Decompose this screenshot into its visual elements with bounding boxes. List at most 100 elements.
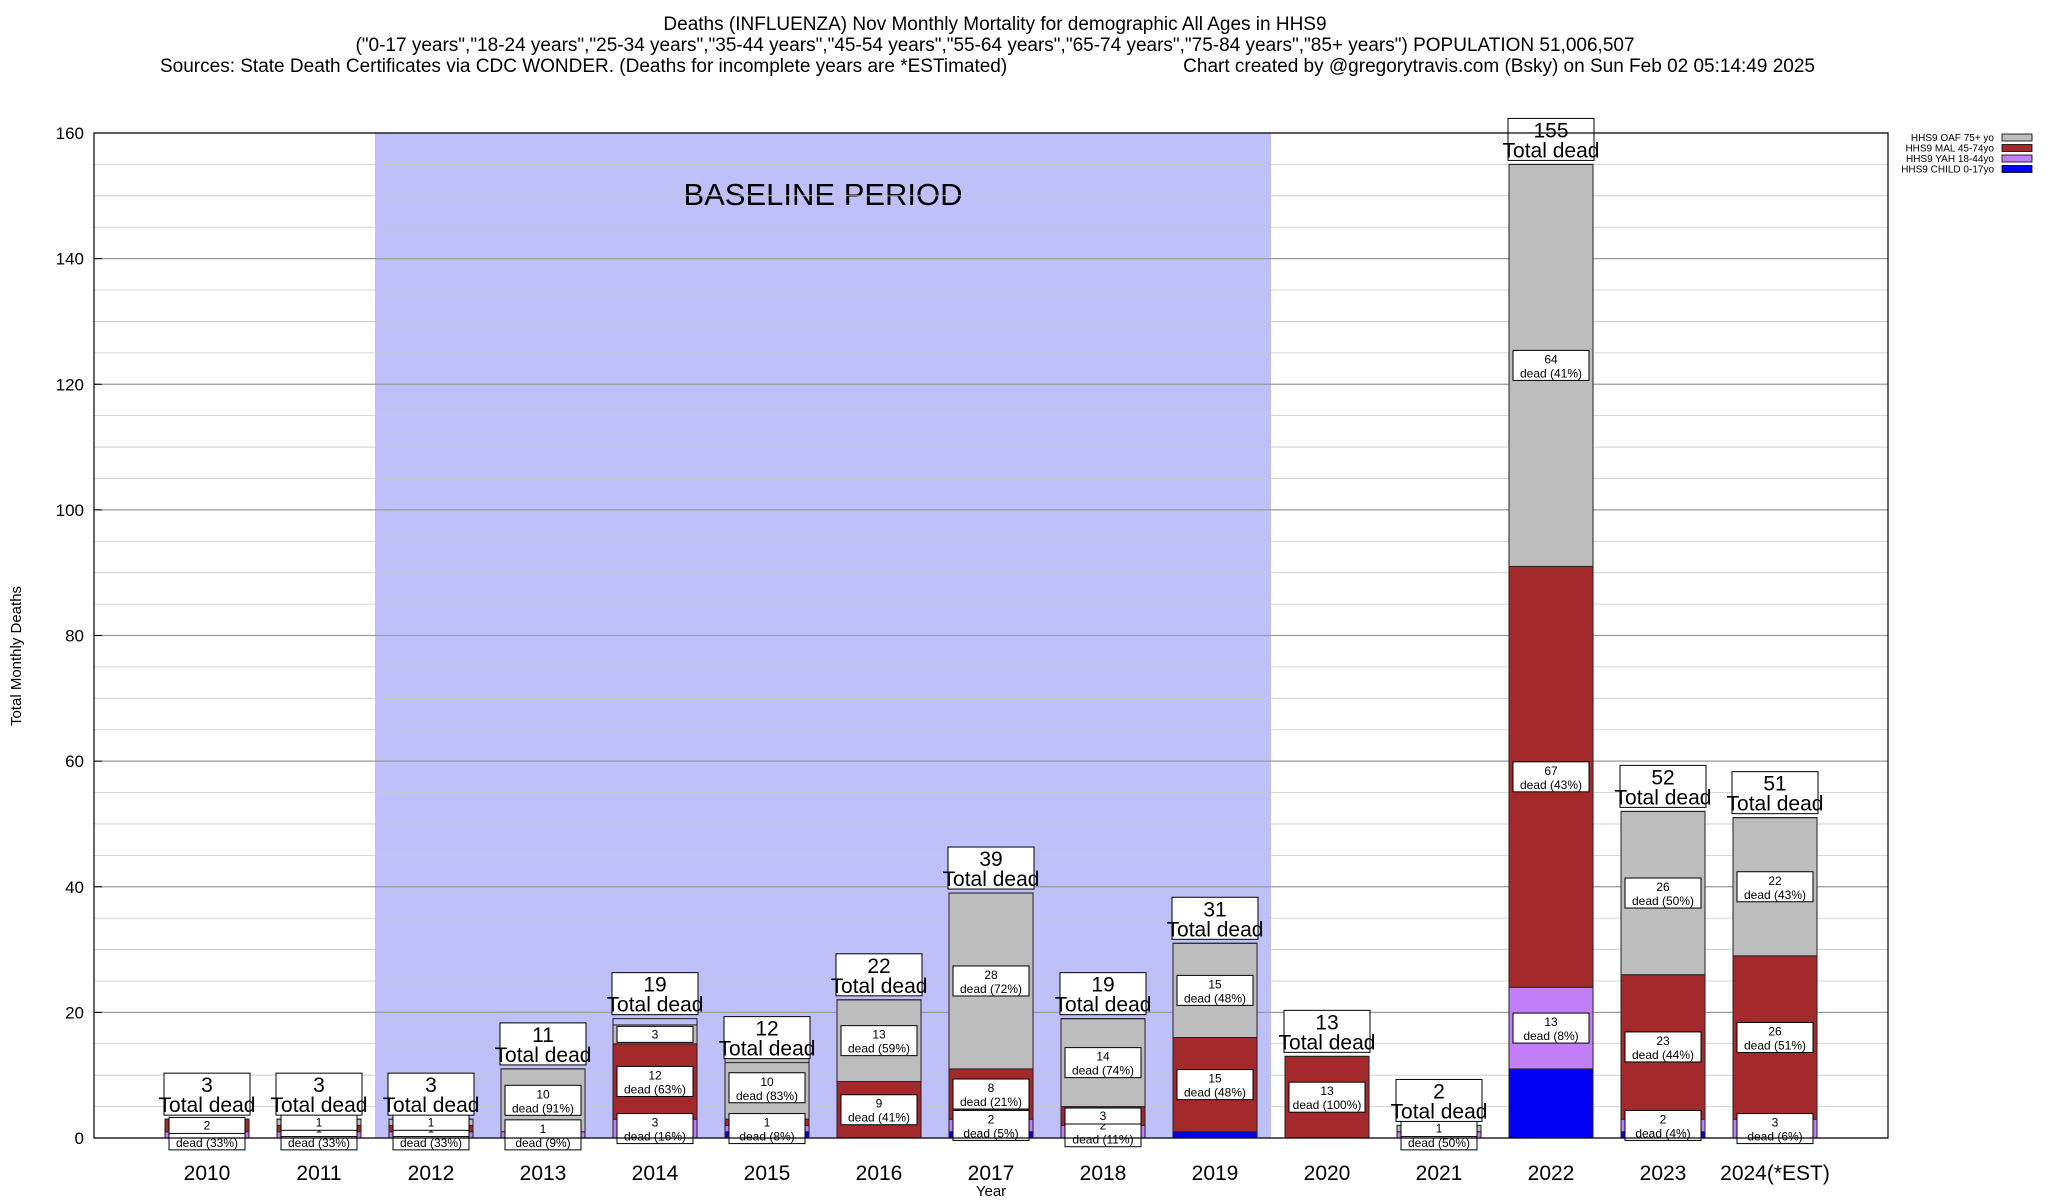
legend-entry-label: HHS9 YAH 18-44yo: [1906, 154, 1994, 165]
segment-count: 9: [876, 1097, 883, 1111]
segment-label-box: [616, 1065, 694, 1097]
legend-swatch: [2001, 133, 2033, 142]
segment-label-box: [952, 1078, 1030, 1110]
segment-percent: dead (91%): [512, 1101, 574, 1115]
x-axis-label: Year: [976, 1183, 1006, 1200]
y-tick-label: 40: [65, 878, 84, 897]
segment-percent: dead (100%): [1293, 1098, 1362, 1112]
segment-percent: dead (5%): [963, 1126, 1018, 1140]
segment-percent: dead (43%): [1520, 778, 1582, 792]
segment-label: 2: [168, 1116, 246, 1134]
segment-percent: dead (51%): [1744, 1039, 1806, 1053]
total-count: 13: [1315, 1011, 1338, 1034]
x-tick-label: 2020: [1304, 1162, 1351, 1185]
total-text: Total dead: [1615, 786, 1712, 809]
segment-count: 1: [428, 1115, 435, 1129]
x-tick-label: 2012: [408, 1162, 455, 1185]
segment-percent: dead (8%): [1523, 1029, 1578, 1043]
x-tick-label: 2019: [1192, 1162, 1239, 1185]
total-label-box: [835, 953, 923, 997]
total-label-box: [1619, 764, 1707, 808]
y-tick-label: 80: [65, 627, 84, 646]
segment-percent: dead (21%): [960, 1095, 1022, 1109]
segment-count: 26: [1656, 880, 1670, 894]
segment-count: 2: [204, 1118, 211, 1132]
segment-label-box: [1288, 1081, 1366, 1113]
y-tick-label: 120: [56, 375, 84, 394]
total-label-box: [1059, 972, 1147, 1016]
segment-percent: dead (41%): [1520, 366, 1582, 380]
legend-swatch: [2001, 165, 2033, 173]
segment-count: 1: [540, 1122, 547, 1136]
segment-label-box: [1064, 1107, 1142, 1125]
segment-percent: dead (33%): [400, 1136, 462, 1150]
segment-label-box: [840, 1094, 918, 1126]
legend-entry-label: HHS9 CHILD 0-17yo: [1901, 165, 1994, 176]
y-tick-label: 160: [56, 124, 84, 143]
segment-label-box: [1736, 1022, 1814, 1053]
total-text: Total dead: [1727, 793, 1824, 816]
total-text: Total dead: [607, 994, 704, 1017]
segment-count: 64: [1544, 352, 1558, 366]
legend-swatch: [2001, 144, 2033, 152]
total-label-box: [1731, 771, 1819, 815]
x-tick-label: 2021: [1416, 1162, 1463, 1185]
total-count: 2: [1433, 1080, 1445, 1103]
segment-count: 2: [1100, 1119, 1107, 1133]
segment-label-box: [1176, 974, 1254, 1006]
total-text: Total dead: [943, 868, 1040, 891]
segment-count: 67: [1544, 764, 1558, 778]
segment-count: 14: [1096, 1050, 1110, 1064]
total-count: 31: [1203, 898, 1226, 921]
y-tick-label: 0: [75, 1129, 84, 1148]
total-count: 155: [1533, 119, 1568, 142]
total-text: Total dead: [1167, 918, 1264, 941]
total-text: Total dead: [495, 1044, 592, 1067]
segment-percent: dead (43%): [1744, 888, 1806, 902]
total-label-box: [723, 1016, 811, 1060]
total-count: 3: [313, 1074, 325, 1097]
segment-count: 13: [1320, 1084, 1334, 1098]
segment-percent: dead (8%): [739, 1130, 794, 1144]
total-label-box: [1283, 1009, 1371, 1053]
segment-label-box: [168, 1116, 246, 1134]
segment-count: 23: [1656, 1034, 1670, 1048]
segment-count: 26: [1768, 1025, 1782, 1039]
chart-credit: Chart created by @gregorytravis.com (Bsk…: [1183, 56, 1815, 77]
segment-percent: dead (44%): [1632, 1048, 1694, 1062]
segment-percent: dead (48%): [1184, 1086, 1246, 1100]
bar-segment-child: [1508, 1068, 1594, 1139]
total-count: 19: [643, 974, 666, 997]
x-tick-label: 2016: [856, 1162, 903, 1185]
x-tick-label: 2011: [296, 1162, 341, 1185]
total-count: 3: [201, 1074, 213, 1097]
segment-count: 12: [648, 1068, 662, 1082]
segment-label-box: [952, 1109, 1030, 1141]
total-label-box: [275, 1072, 363, 1116]
segment-percent: dead (50%): [1408, 1136, 1470, 1150]
segment-label-box: [616, 1025, 694, 1043]
segment-count: 1: [764, 1116, 771, 1130]
